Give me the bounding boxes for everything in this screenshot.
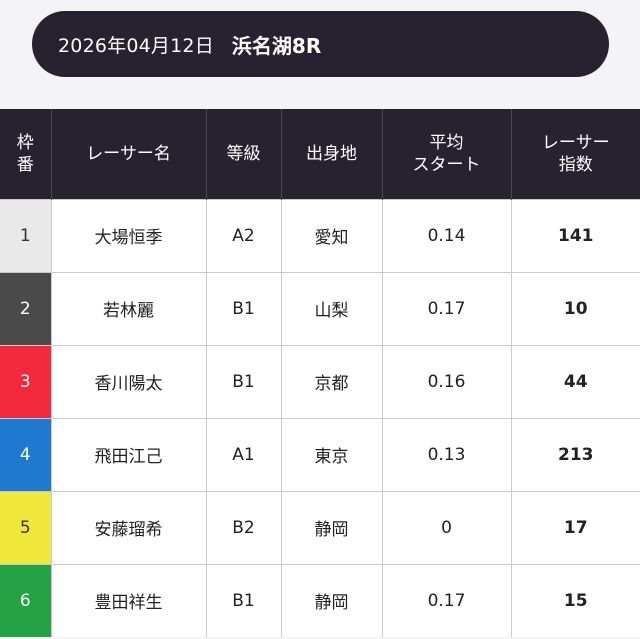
racer-name-cell: 豊田祥生	[50, 563, 206, 637]
table-row: 2 若林麗 B1 山梨 0.17 10	[0, 271, 640, 345]
table-row: 3 香川陽太 B1 京都 0.16 44	[0, 344, 640, 418]
table-row: 1 大場恒季 A2 愛知 0.14 141	[0, 198, 640, 272]
racer-name-cell: 大場恒季	[50, 198, 206, 272]
avg-start-cell: 0.17	[381, 563, 511, 637]
racer-index-cell: 141	[510, 198, 640, 272]
grade-cell: A2	[205, 198, 281, 272]
table-row: 6 豊田祥生 B1 静岡 0.17 15	[0, 563, 640, 637]
racer-table: 枠 番 レーサー名 等級 出身地 平均 スタート レーサー 指数 1 大場恒季 …	[0, 109, 640, 637]
avg-start-cell: 0.13	[381, 417, 511, 491]
grade-cell: B2	[205, 490, 281, 564]
grade-cell: B1	[205, 563, 281, 637]
grade-cell: B1	[205, 344, 281, 418]
birthplace-cell: 京都	[280, 344, 382, 418]
race-title: 浜名湖8R	[231, 33, 322, 58]
racer-index-cell: 44	[510, 344, 640, 418]
racer-name-cell: 飛田江己	[50, 417, 206, 491]
waku-cell: 6	[0, 563, 51, 637]
race-header: 2026年04月12日 浜名湖8R	[32, 11, 609, 77]
column-header-racer-index: レーサー 指数	[510, 109, 640, 199]
column-header-racer-name: レーサー名	[50, 109, 206, 199]
racer-name-cell: 香川陽太	[50, 344, 206, 418]
waku-cell: 5	[0, 490, 51, 564]
table-row: 5 安藤瑠希 B2 静岡 0 17	[0, 490, 640, 564]
column-header-grade: 等級	[205, 109, 281, 199]
column-header-avg-start: 平均 スタート	[381, 109, 511, 199]
race-date: 2026年04月12日	[58, 34, 214, 57]
avg-start-cell: 0.14	[381, 198, 511, 272]
birthplace-cell: 静岡	[280, 490, 382, 564]
birthplace-cell: 東京	[280, 417, 382, 491]
waku-cell: 4	[0, 417, 51, 491]
birthplace-cell: 愛知	[280, 198, 382, 272]
racer-name-cell: 安藤瑠希	[50, 490, 206, 564]
racer-index-cell: 15	[510, 563, 640, 637]
avg-start-cell: 0.16	[381, 344, 511, 418]
waku-cell: 2	[0, 271, 51, 345]
birthplace-cell: 山梨	[280, 271, 382, 345]
grade-cell: B1	[205, 271, 281, 345]
birthplace-cell: 静岡	[280, 563, 382, 637]
table-row: 4 飛田江己 A1 東京 0.13 213	[0, 417, 640, 491]
grade-cell: A1	[205, 417, 281, 491]
table-header-row: 枠 番 レーサー名 等級 出身地 平均 スタート レーサー 指数	[0, 109, 640, 199]
racer-index-cell: 10	[510, 271, 640, 345]
avg-start-cell: 0	[381, 490, 511, 564]
waku-cell: 3	[0, 344, 51, 418]
racer-index-cell: 213	[510, 417, 640, 491]
avg-start-cell: 0.17	[381, 271, 511, 345]
racer-index-cell: 17	[510, 490, 640, 564]
waku-cell: 1	[0, 198, 51, 272]
column-header-waku: 枠 番	[0, 109, 51, 199]
racer-name-cell: 若林麗	[50, 271, 206, 345]
column-header-birthplace: 出身地	[280, 109, 382, 199]
